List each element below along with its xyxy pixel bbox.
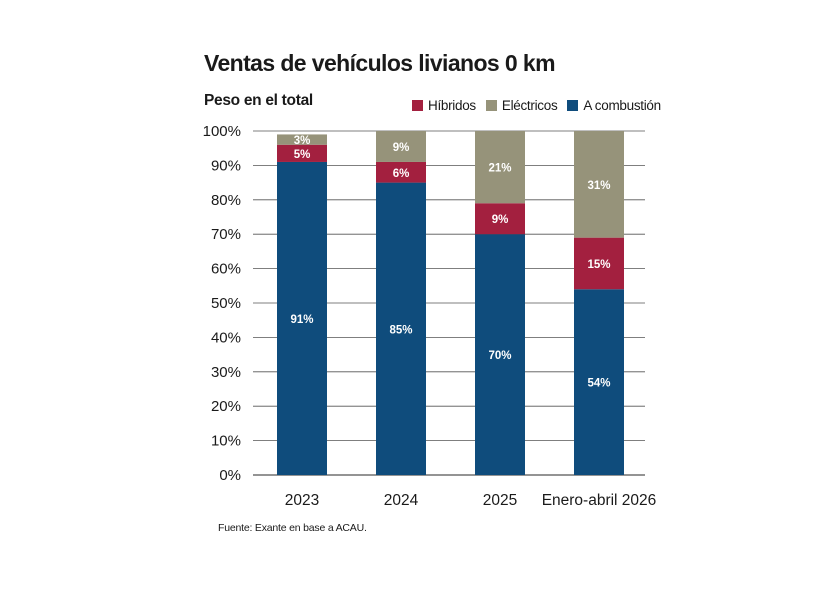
bar-segment <box>475 131 525 204</box>
data-label: 85% <box>389 324 412 336</box>
y-tick-label: 0% <box>219 467 241 484</box>
legend-swatch-hibridos <box>412 100 423 111</box>
legend-item-electricos: Eléctricos <box>485 98 558 113</box>
bar-segment <box>574 237 624 290</box>
data-label: 9% <box>393 142 410 154</box>
data-label: 9% <box>492 214 509 226</box>
y-tick-label: 100% <box>203 123 241 140</box>
bar-segment <box>475 203 525 235</box>
source-note: Fuente: Exante en base a ACAU. <box>218 522 367 534</box>
legend-label-combustion: A combustión <box>583 98 661 113</box>
chart-subtitle: Peso en el total <box>204 92 313 109</box>
data-label: 54% <box>587 378 610 390</box>
legend-item-hibridos: Híbridos <box>412 98 476 113</box>
y-tick-label: 50% <box>211 295 241 312</box>
bar-segment <box>277 161 327 475</box>
y-tick-label: 30% <box>211 364 241 381</box>
y-tick-label: 40% <box>211 329 241 346</box>
data-label: 15% <box>587 259 610 271</box>
data-label: 91% <box>290 314 313 326</box>
data-label: 6% <box>393 168 410 180</box>
bar-segment <box>574 131 624 238</box>
x-category-label: 2025 <box>483 492 517 509</box>
bar-segment <box>277 134 327 145</box>
legend: Híbridos Eléctricos A combustión <box>412 98 671 113</box>
chart-title: Ventas de vehículos livianos 0 km <box>204 50 556 76</box>
bar-segment <box>277 144 327 162</box>
bar-segment <box>376 182 426 475</box>
data-label: 70% <box>488 350 511 362</box>
bar-segment <box>376 161 426 183</box>
bar-segment <box>574 289 624 475</box>
data-label: 3% <box>294 135 311 147</box>
legend-swatch-combustion <box>567 100 579 111</box>
data-label: 5% <box>294 149 311 161</box>
data-label: 31% <box>587 180 610 192</box>
legend-label-electricos: Eléctricos <box>501 98 558 113</box>
legend-label-hibridos: Híbridos <box>428 98 476 113</box>
legend-item-combustion: A combustión <box>567 98 661 113</box>
bar-segment <box>475 234 525 475</box>
bar-segment <box>376 131 426 162</box>
y-tick-label: 60% <box>211 261 241 278</box>
y-tick-label: 10% <box>211 433 241 450</box>
y-tick-label: 90% <box>211 157 241 174</box>
y-axis-ticks: 0% 10% 20% 30% 40% 50% 60% 70% 80% 90% 100% <box>203 123 241 484</box>
x-category-label: Enero-abril 2026 <box>542 492 657 509</box>
legend-swatch-electricos <box>485 100 497 111</box>
y-tick-label: 20% <box>211 398 241 415</box>
data-labels: 91% 5% 3% 85% 6% 9% 70% 9% 21% 54% 15% 31% <box>290 135 610 390</box>
data-label: 21% <box>488 163 511 175</box>
x-category-label: 2024 <box>384 492 419 509</box>
bars <box>277 131 624 475</box>
x-category-label: 2023 <box>285 492 319 509</box>
x-axis-categories: 2023 2024 2025 Enero-abril 2026 <box>285 492 657 509</box>
y-tick-label: 80% <box>211 192 241 209</box>
y-tick-label: 70% <box>211 226 241 243</box>
